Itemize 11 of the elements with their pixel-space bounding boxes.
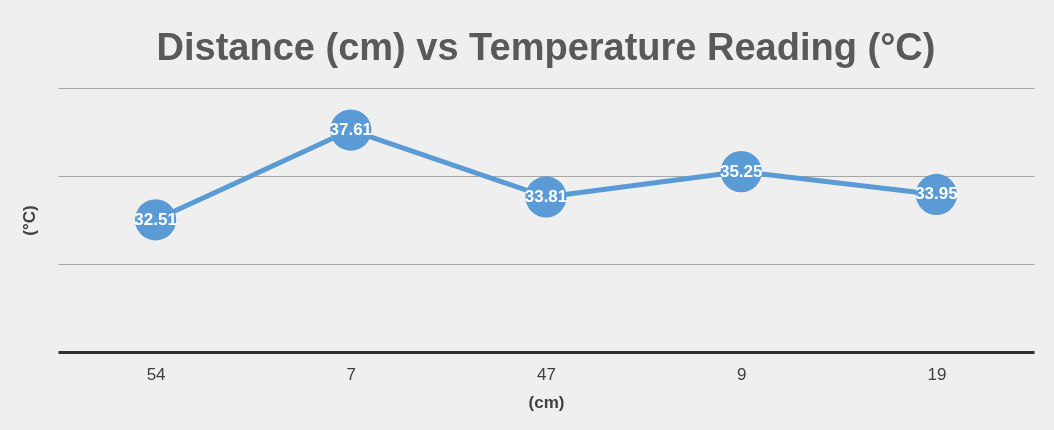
y-axis-title: (°C) (19, 205, 39, 236)
data-label: 33.95 (915, 184, 958, 204)
x-tick-label: 9 (736, 364, 747, 384)
data-label: 35.25 (719, 161, 763, 181)
chart-title: Distance (cm) vs Temperature Reading (°C) (156, 26, 936, 68)
x-tick-label: 47 (537, 364, 556, 384)
data-label: 33.81 (524, 186, 568, 206)
x-tick-label: 54 (146, 364, 166, 384)
x-axis-title: (cm) (528, 392, 565, 412)
x-tick-label: 19 (927, 364, 947, 384)
x-tick-label: 7 (346, 364, 357, 384)
